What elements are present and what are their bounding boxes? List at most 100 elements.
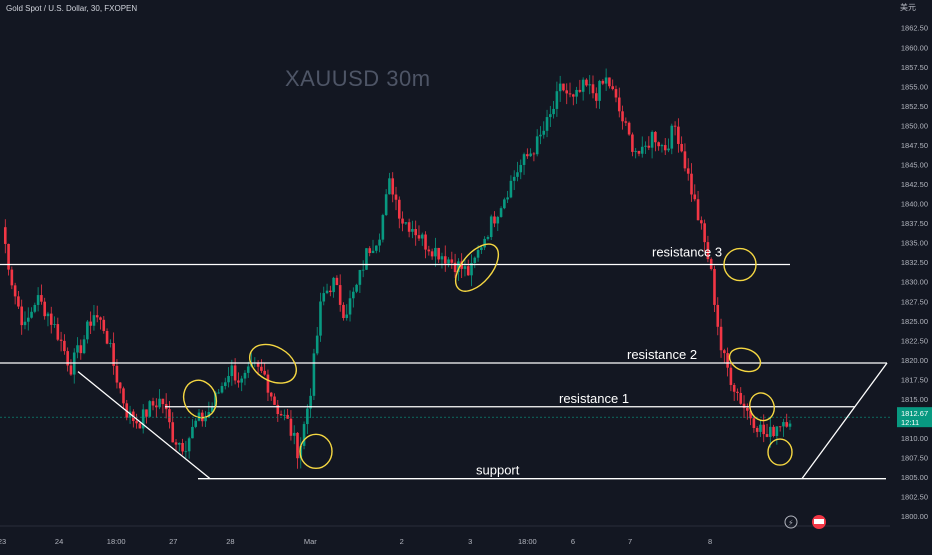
candle-body bbox=[214, 392, 217, 407]
x-tick-label: 23 bbox=[0, 537, 6, 546]
candle-body bbox=[624, 121, 628, 123]
candle-body bbox=[476, 250, 480, 258]
lightning-icon-glyph: ⚡ bbox=[788, 519, 794, 528]
candle-body bbox=[397, 199, 401, 219]
candle-body bbox=[155, 405, 158, 408]
candle-body bbox=[647, 145, 651, 148]
candle-body bbox=[650, 131, 654, 148]
y-tick-label: 1802.50 bbox=[901, 493, 928, 502]
candle-body bbox=[519, 164, 523, 173]
candle-body bbox=[631, 134, 634, 152]
candle-body bbox=[79, 345, 83, 354]
candle-body bbox=[407, 222, 411, 232]
candle-body bbox=[135, 421, 138, 424]
candle-body bbox=[381, 215, 385, 240]
candle-body bbox=[13, 285, 17, 297]
y-tick-label: 1805.00 bbox=[901, 473, 928, 482]
x-tick-label: Mar bbox=[304, 537, 317, 546]
candle-body bbox=[644, 145, 647, 147]
candle-body bbox=[59, 339, 63, 341]
candle-body bbox=[765, 434, 769, 437]
x-tick-label: 24 bbox=[55, 537, 63, 546]
highlight-circle[interactable] bbox=[746, 390, 778, 425]
y-tick-label: 1835.00 bbox=[901, 239, 928, 248]
highlight-circle[interactable] bbox=[726, 344, 764, 376]
candle-body bbox=[588, 84, 592, 86]
candle-body bbox=[775, 426, 779, 437]
candle-body bbox=[20, 306, 23, 326]
price-axis[interactable] bbox=[890, 0, 932, 550]
candle-body bbox=[391, 178, 395, 195]
highlight-circle[interactable] bbox=[299, 433, 333, 470]
candle-body bbox=[788, 423, 792, 427]
candle-body bbox=[542, 130, 546, 135]
candle-body bbox=[194, 420, 198, 427]
candle-body bbox=[568, 93, 572, 95]
x-tick-label: 18:00 bbox=[107, 537, 126, 546]
candle-body bbox=[286, 414, 289, 419]
candle-body bbox=[654, 131, 657, 143]
price-tag[interactable] bbox=[897, 407, 932, 428]
highlight-circle[interactable] bbox=[723, 247, 757, 282]
candle-body bbox=[667, 148, 670, 151]
candle-body bbox=[315, 335, 319, 354]
candle-body bbox=[161, 398, 165, 405]
candle-body bbox=[634, 150, 637, 152]
candle-body bbox=[575, 89, 578, 97]
candle-body bbox=[529, 153, 532, 157]
candle-body bbox=[187, 438, 191, 452]
candle-body bbox=[227, 376, 230, 383]
channel-right-line[interactable] bbox=[801, 362, 888, 480]
y-tick-label: 1832.50 bbox=[901, 258, 928, 267]
y-tick-label: 1850.00 bbox=[901, 121, 928, 130]
candle-body bbox=[279, 414, 283, 416]
candle-body bbox=[384, 194, 388, 216]
y-tick-label: 1862.50 bbox=[901, 24, 928, 33]
candle-body bbox=[532, 153, 536, 155]
channel-left-line[interactable] bbox=[77, 371, 211, 480]
candle-body bbox=[7, 243, 10, 270]
candle-body bbox=[53, 324, 56, 325]
candle-body bbox=[512, 176, 516, 181]
candle-body bbox=[292, 432, 296, 436]
candle-body bbox=[746, 407, 749, 411]
candle-body bbox=[378, 239, 381, 246]
candle-body bbox=[102, 319, 106, 332]
price-tag-value: 1812.67 bbox=[901, 409, 928, 418]
candle-body bbox=[191, 426, 194, 439]
candle-body bbox=[158, 398, 161, 408]
y-tick-label: 1827.50 bbox=[901, 297, 928, 306]
candle-body bbox=[703, 223, 706, 243]
candle-body bbox=[614, 89, 618, 98]
candle-body bbox=[46, 313, 50, 317]
y-tick-label: 1810.00 bbox=[901, 434, 928, 443]
candle-body bbox=[141, 409, 145, 429]
candle-body bbox=[246, 366, 250, 373]
lightning-icon[interactable] bbox=[784, 515, 798, 529]
candle-body bbox=[411, 229, 414, 232]
candle-body bbox=[690, 173, 693, 195]
candle-body bbox=[394, 194, 398, 200]
candle-body bbox=[200, 412, 204, 422]
highlight-circle[interactable] bbox=[178, 376, 221, 423]
candle-body bbox=[375, 245, 378, 251]
candle-body bbox=[434, 247, 437, 257]
candle-body bbox=[223, 382, 227, 387]
candle-body bbox=[233, 365, 237, 381]
candle-body bbox=[204, 417, 207, 422]
candle-body bbox=[732, 384, 736, 392]
candle-body bbox=[457, 261, 460, 273]
highlight-circle[interactable] bbox=[243, 337, 303, 391]
candle-body bbox=[503, 199, 506, 209]
candle-body bbox=[466, 266, 470, 276]
candle-body bbox=[69, 365, 73, 375]
highlight-circle[interactable] bbox=[448, 237, 507, 299]
y-tick-label: 1815.00 bbox=[901, 395, 928, 404]
candle-body bbox=[522, 154, 526, 165]
resistance-1-label: resistance 1 bbox=[559, 391, 629, 406]
candle-body bbox=[174, 442, 178, 445]
candle-body bbox=[604, 77, 608, 84]
highlight-circle[interactable] bbox=[767, 438, 793, 466]
